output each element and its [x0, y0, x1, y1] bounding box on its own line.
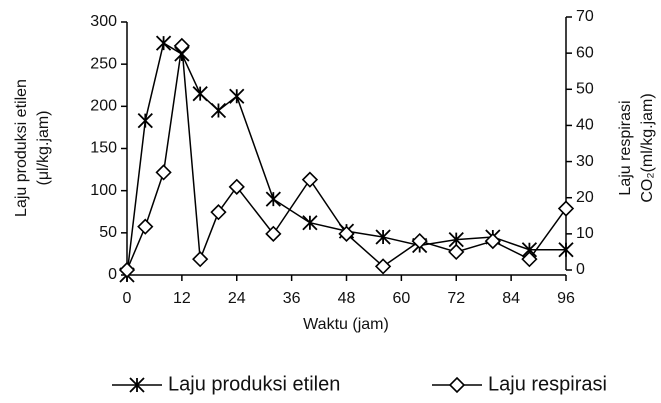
x-axis-label: Waktu (jam)	[303, 316, 389, 333]
y-tick-label: 100	[90, 182, 117, 199]
point	[558, 242, 574, 258]
x-tick-label: 24	[228, 290, 246, 307]
y-axis-label: (μl/kg.jam)	[35, 111, 52, 186]
point	[411, 232, 428, 250]
y2-tick-label: 10	[576, 225, 594, 242]
x-tick-label: 0	[123, 290, 132, 307]
y2-tick-label: 50	[576, 81, 594, 98]
point	[521, 251, 538, 268]
point	[118, 261, 136, 279]
point	[301, 171, 319, 188]
point	[557, 200, 575, 217]
y-tick-label: 150	[90, 140, 117, 157]
x-tick-label: 36	[283, 290, 301, 307]
point	[265, 191, 281, 207]
y2-axis-label: CO₂(ml/kg.jam)	[639, 93, 656, 202]
legend-marker	[129, 377, 145, 393]
y2-tick-label: 70	[576, 8, 594, 25]
x-tick-label: 96	[557, 290, 575, 307]
y-tick-label: 50	[99, 224, 117, 241]
series-line	[126, 45, 567, 271]
point	[155, 164, 172, 181]
point	[338, 225, 355, 242]
x-tick-label: 84	[502, 290, 520, 307]
point	[155, 35, 172, 51]
y2-tick-label: 0	[576, 261, 585, 278]
series-line	[126, 41, 566, 276]
point	[448, 243, 465, 261]
y-tick-label: 250	[90, 55, 117, 72]
y-tick-label: 300	[90, 13, 117, 30]
x-tick-label: 12	[173, 290, 191, 307]
point	[228, 178, 245, 196]
point	[137, 218, 154, 235]
legend-marker	[448, 376, 466, 394]
y-axis-label: Laju produksi etilen	[13, 79, 30, 217]
y-tick-label: 0	[108, 266, 117, 283]
point	[265, 225, 282, 242]
point	[173, 37, 191, 55]
point	[192, 251, 209, 268]
legend-label: Laju respirasi	[488, 373, 607, 395]
legend-label: Laju produksi etilen	[168, 373, 340, 395]
point	[374, 258, 392, 275]
y2-tick-label: 60	[576, 44, 594, 61]
point	[375, 229, 391, 245]
x-tick-label: 72	[447, 290, 465, 307]
point	[210, 102, 227, 119]
point	[192, 86, 208, 102]
y-tick-label: 200	[90, 98, 117, 115]
point	[484, 232, 501, 250]
point	[137, 113, 153, 129]
y2-tick-label: 20	[576, 189, 594, 206]
point	[302, 215, 318, 231]
y2-tick-label: 30	[576, 153, 594, 170]
y2-tick-label: 40	[576, 117, 594, 134]
point	[229, 88, 245, 104]
y2-axis-label: Laju respirasi	[617, 100, 634, 195]
x-tick-label: 60	[392, 290, 410, 307]
point	[210, 204, 227, 221]
x-tick-label: 48	[338, 290, 356, 307]
